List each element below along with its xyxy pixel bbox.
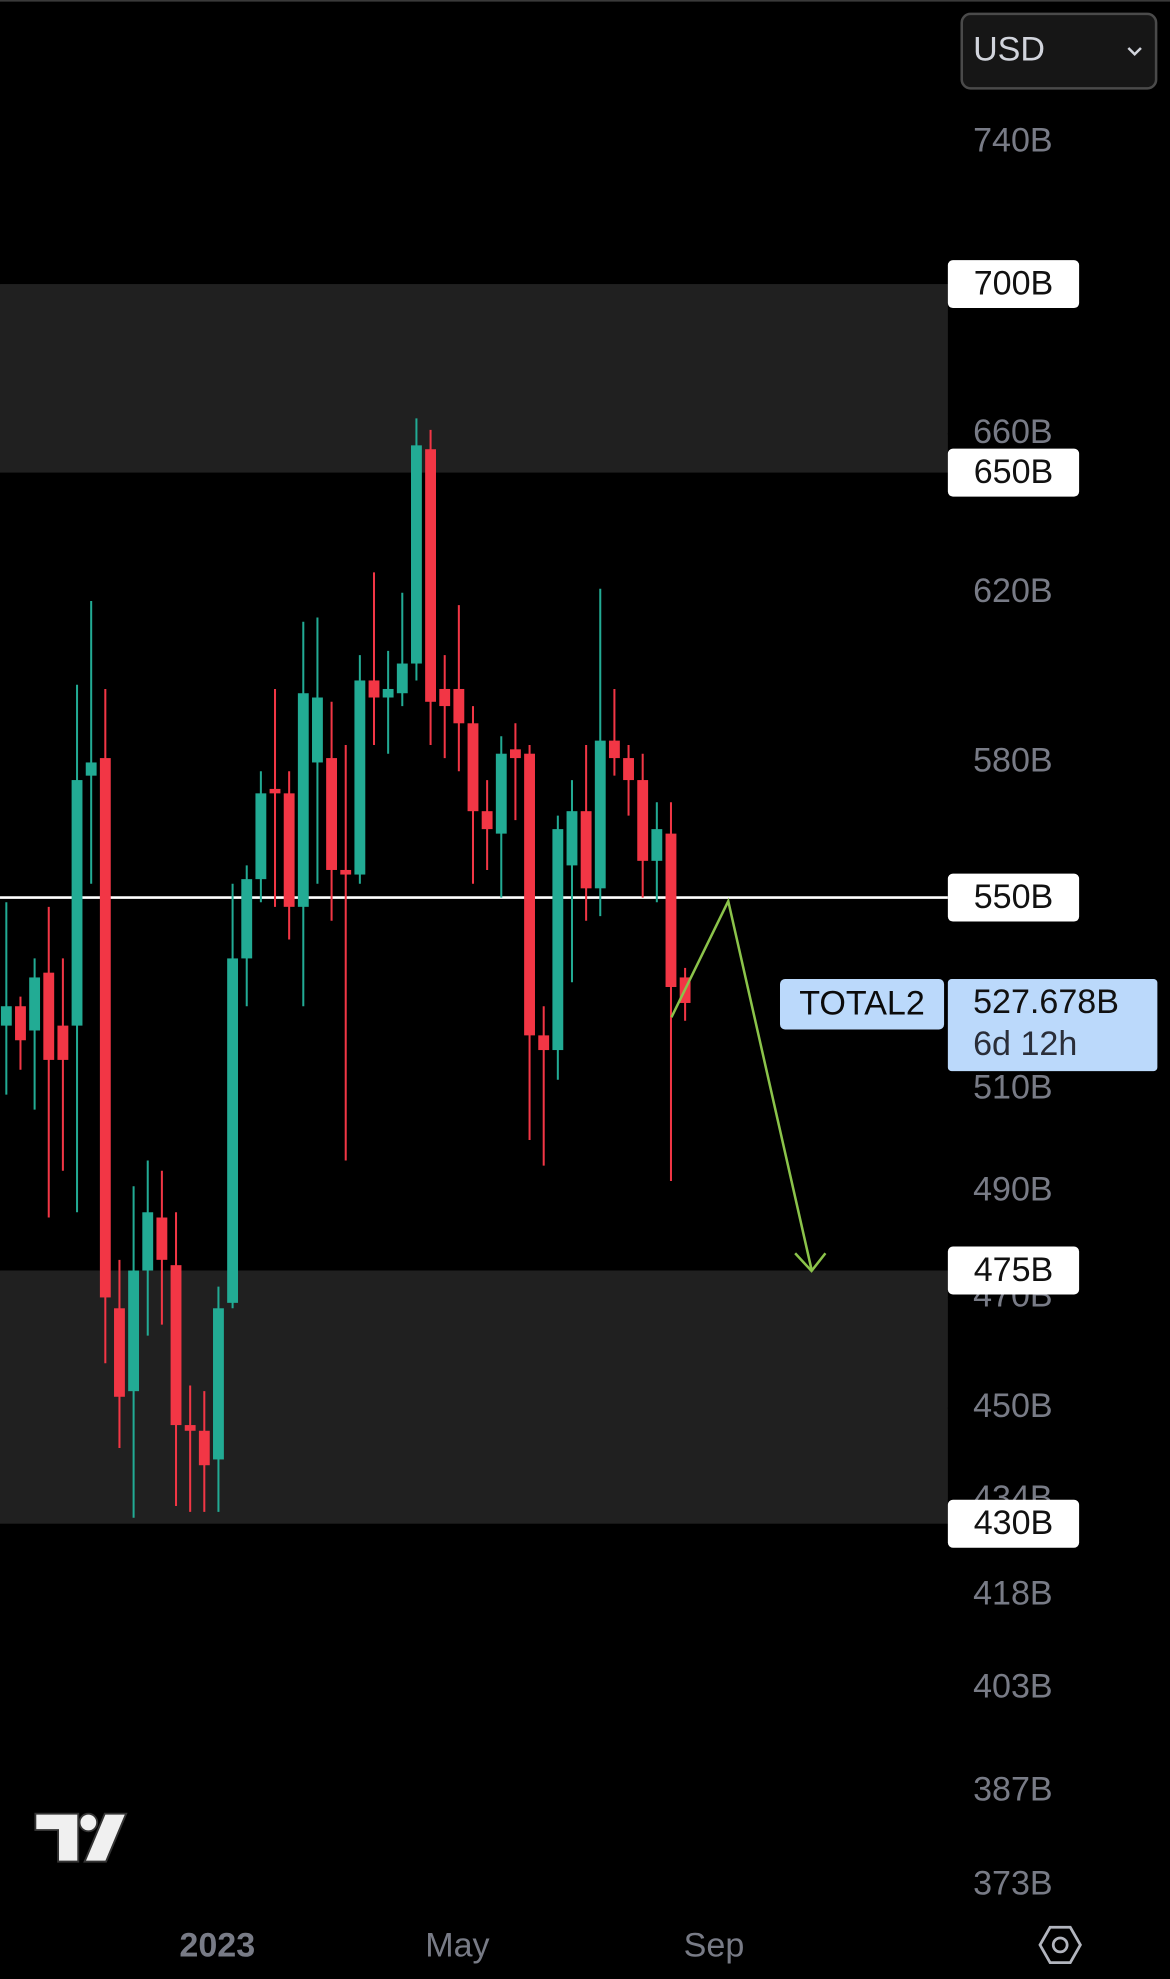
x-tick-label: May: [425, 1926, 489, 1964]
price-labels: 700B 650B 475B 430B 550B 527.678B 6d 12h: [947, 260, 1158, 1548]
candle-body: [57, 1025, 69, 1060]
level-label: 650B: [974, 453, 1054, 491]
candle-body: [213, 1308, 224, 1460]
last-price-box: [947, 978, 1158, 1072]
chevron[interactable]: [1127, 47, 1142, 57]
candle-body: [495, 753, 507, 834]
candle-body: [241, 879, 253, 959]
level-label: 700B: [974, 264, 1054, 302]
candle-body: [481, 811, 493, 830]
candle-body: [524, 753, 535, 1036]
y-tick-label: 490B: [973, 1170, 1053, 1208]
candle-body: [637, 780, 649, 861]
currency-label[interactable]: USD: [973, 31, 1045, 69]
level-label: 475B: [974, 1251, 1054, 1289]
settings-dot[interactable]: [1051, 1936, 1069, 1954]
candle-body: [198, 1430, 210, 1466]
y-tick-label: 740B: [973, 122, 1053, 160]
candle-body: [608, 740, 620, 759]
y-tick-label: 387B: [973, 1771, 1053, 1809]
candles: [0, 418, 948, 1518]
y-tick-label: 620B: [973, 572, 1053, 610]
candle-body: [665, 833, 677, 988]
candle-body: [71, 780, 83, 1026]
level-label-box: [947, 448, 1080, 497]
candle-body: [255, 793, 267, 880]
zone: [0, 1270, 948, 1524]
candle-body: [0, 1006, 12, 1026]
level-label-box: [947, 1499, 1080, 1548]
candle-body: [623, 758, 634, 781]
candle-body: [156, 1217, 168, 1260]
candle-body: [326, 758, 338, 870]
candle-body: [509, 749, 521, 759]
candle-body: [297, 693, 309, 907]
x-tick-label: 2023: [179, 1926, 255, 1964]
candle-body: [396, 663, 408, 694]
candle-body: [128, 1270, 140, 1392]
symbol-box: [779, 978, 945, 1030]
candle-body: [29, 977, 41, 1031]
candle-body: [411, 445, 422, 664]
dropdown-box[interactable]: [960, 12, 1158, 90]
countdown: 6d 12h: [973, 1025, 1077, 1063]
y-tick-label: 450B: [973, 1387, 1053, 1425]
candle-body: [170, 1265, 182, 1426]
candle-body: [227, 958, 239, 1303]
candle-body: [15, 1006, 26, 1041]
y-tick-label: 510B: [973, 1069, 1053, 1107]
tradingview-logo: [34, 1812, 128, 1863]
x-tick-label: Sep: [684, 1926, 745, 1964]
candle-body: [85, 762, 97, 776]
y-tick-label: 403B: [973, 1668, 1053, 1706]
candle-body: [340, 869, 352, 875]
candle-body: [43, 972, 55, 1060]
time-axis: 2023 May Sep: [179, 1926, 744, 1979]
candle-body: [99, 758, 111, 1298]
candle-body: [566, 811, 578, 866]
currency-dropdown[interactable]: USD: [960, 12, 1158, 90]
candle-body: [467, 723, 479, 812]
level-label: 550B: [974, 878, 1054, 916]
candle-body: [283, 793, 295, 907]
candle-body: [453, 688, 465, 724]
settings-button[interactable]: [1038, 1925, 1082, 1964]
level-label-box: [947, 1246, 1080, 1295]
level-label: 430B: [974, 1504, 1054, 1542]
level-label-box: [947, 260, 1080, 309]
candle-body: [651, 829, 663, 861]
y-tick-label: 373B: [973, 1864, 1053, 1902]
candle-body: [552, 829, 564, 1051]
settings-hexagon[interactable]: [1038, 1925, 1082, 1964]
candle-body: [368, 680, 380, 698]
y-tick-label: 418B: [973, 1575, 1053, 1613]
zone: [0, 284, 948, 473]
symbol-label: TOTAL2: [799, 984, 925, 1022]
candle-body: [594, 740, 606, 889]
candle-body: [580, 811, 592, 889]
candle-body: [184, 1425, 196, 1431]
projection-arrow: [670, 897, 813, 1270]
candle-body: [439, 688, 451, 707]
logo-part: [83, 1812, 128, 1863]
candle-body: [114, 1308, 125, 1397]
candle-body: [538, 1035, 550, 1051]
level-label-box: [947, 873, 1080, 922]
y-tick-label: 580B: [973, 741, 1053, 779]
candle-body: [312, 697, 323, 763]
candle-body: [269, 788, 281, 794]
candle-body: [425, 449, 436, 702]
y-tick-label: 660B: [973, 413, 1053, 451]
arrow-head: [794, 1252, 827, 1273]
candle-body: [382, 688, 394, 698]
candle-body: [354, 680, 366, 875]
candle-body: [142, 1212, 154, 1271]
logo-part: [78, 1812, 99, 1833]
logo-part: [34, 1812, 80, 1863]
last-price-label: 527.678B: [973, 983, 1119, 1021]
zones: [0, 284, 948, 1524]
